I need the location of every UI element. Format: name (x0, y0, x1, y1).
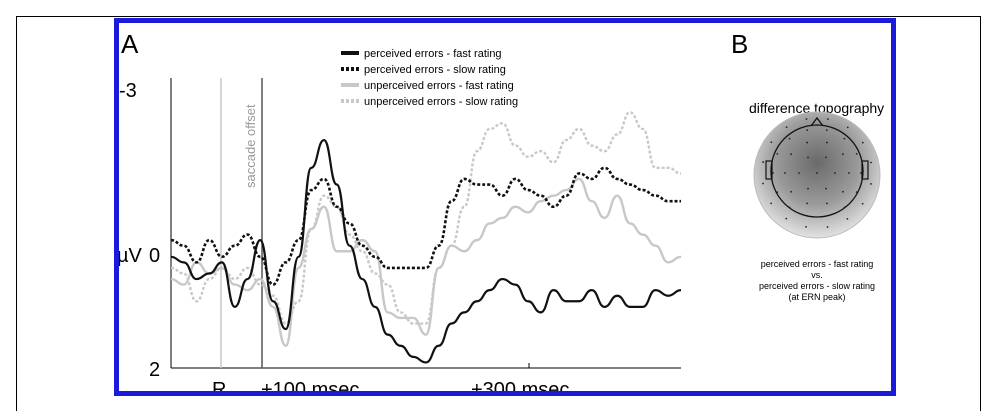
panel-b-label: B (731, 29, 748, 59)
legend-label-fast-unperceived: unperceived errors - fast rating (364, 80, 514, 92)
topography-title: difference topography (749, 100, 884, 116)
y-tick-two: 2 (149, 359, 160, 381)
electrode-dot (788, 137, 791, 140)
electrode-dot (870, 161, 872, 164)
nose-outline (810, 116, 824, 127)
series-slow-unperceived (170, 111, 682, 325)
electrode-dot (798, 172, 800, 174)
panel-a-label: A (121, 29, 139, 59)
electrode-dot (825, 156, 827, 159)
caption-line-2: vs. (811, 270, 823, 280)
electrode-dot (846, 126, 849, 129)
x-tick-300ms: +300 msec (471, 379, 569, 391)
legend-label-fast-perceived: perceived errors - fast rating (364, 48, 502, 60)
electrode-dot (834, 172, 836, 174)
legend: perceived errors - fast rating perceived… (341, 48, 518, 108)
electrode-dot (784, 172, 786, 174)
head-outline (770, 124, 864, 218)
electrode-dot (785, 217, 788, 220)
x-tick-r: R (212, 379, 226, 391)
electrode-dot (825, 129, 828, 132)
electrode-dot (816, 172, 818, 174)
electrode-dot (827, 118, 829, 120)
electrode-dot (770, 202, 773, 205)
electrode-dot (855, 153, 858, 155)
series-layer (170, 111, 682, 364)
electrode-dot (776, 153, 779, 155)
figure-outer-border (16, 16, 981, 411)
electrode-dot (788, 206, 791, 209)
electrode-dot (807, 156, 809, 159)
electrode-dot (825, 202, 828, 205)
electrode-dot (841, 153, 844, 156)
y-axis-unit-label: µV (119, 245, 143, 267)
x-tick-100ms: +100 msec (261, 379, 359, 391)
electrode-dot (861, 141, 864, 144)
electrode-dot (825, 214, 828, 217)
electrode-dot (790, 153, 793, 156)
topography-disc (753, 111, 881, 239)
electrode-dot (848, 172, 850, 174)
electrode-dot (825, 187, 827, 190)
saccade-offset-label: saccade offset (243, 104, 258, 188)
legend-label-slow-unperceived: unperceived errors - slow rating (364, 96, 518, 108)
caption-line-4: (at ERN peak) (788, 292, 845, 302)
series-fast-perceived (170, 138, 682, 364)
y-tick-zero: 0 (149, 245, 160, 267)
electrode-dot (805, 226, 807, 228)
caption-line-1: perceived errors - fast rating (761, 259, 874, 269)
electrode-dot (870, 183, 872, 185)
electrode-dot (846, 217, 849, 220)
electrode-dot (806, 141, 809, 144)
erp-figure: A -3 µV 0 2 saccade offset R +100 msec +… (117, 29, 884, 401)
electrode-dot (762, 182, 764, 185)
figure-panel-frame: A -3 µV 0 2 saccade offset R +100 msec +… (114, 18, 896, 401)
electrode-dot (776, 191, 779, 193)
electrode-dot (841, 190, 844, 193)
electrode-dot (805, 118, 808, 120)
left-ear-outline (765, 160, 773, 180)
electrode-markers (762, 118, 872, 228)
electrode-dot (772, 172, 774, 174)
electrode-dot (826, 226, 829, 228)
y-tick-neg3: -3 (119, 80, 137, 102)
electrode-dot (806, 202, 809, 205)
electrode-dot (806, 129, 809, 132)
topography-caption: perceived errors - fast rating vs. perce… (759, 259, 875, 302)
electrode-dot (785, 126, 788, 129)
electrode-dot (855, 191, 858, 193)
electrode-dot (843, 206, 846, 209)
electrode-dot (762, 161, 764, 163)
electrode-dot (843, 137, 846, 140)
electrode-dot (861, 202, 864, 205)
caption-line-3: perceived errors - slow rating (759, 281, 875, 291)
series-fast-unperceived (170, 177, 682, 347)
right-ear-outline (861, 160, 869, 180)
electrode-dot (806, 214, 809, 217)
electrode-dot (770, 141, 773, 144)
electrode-dot (807, 187, 809, 190)
topography-map (753, 111, 881, 239)
electrode-dot (860, 172, 862, 174)
legend-label-slow-perceived: perceived errors - slow rating (364, 64, 506, 76)
electrode-dot (790, 190, 793, 193)
electrode-dot (825, 141, 828, 144)
